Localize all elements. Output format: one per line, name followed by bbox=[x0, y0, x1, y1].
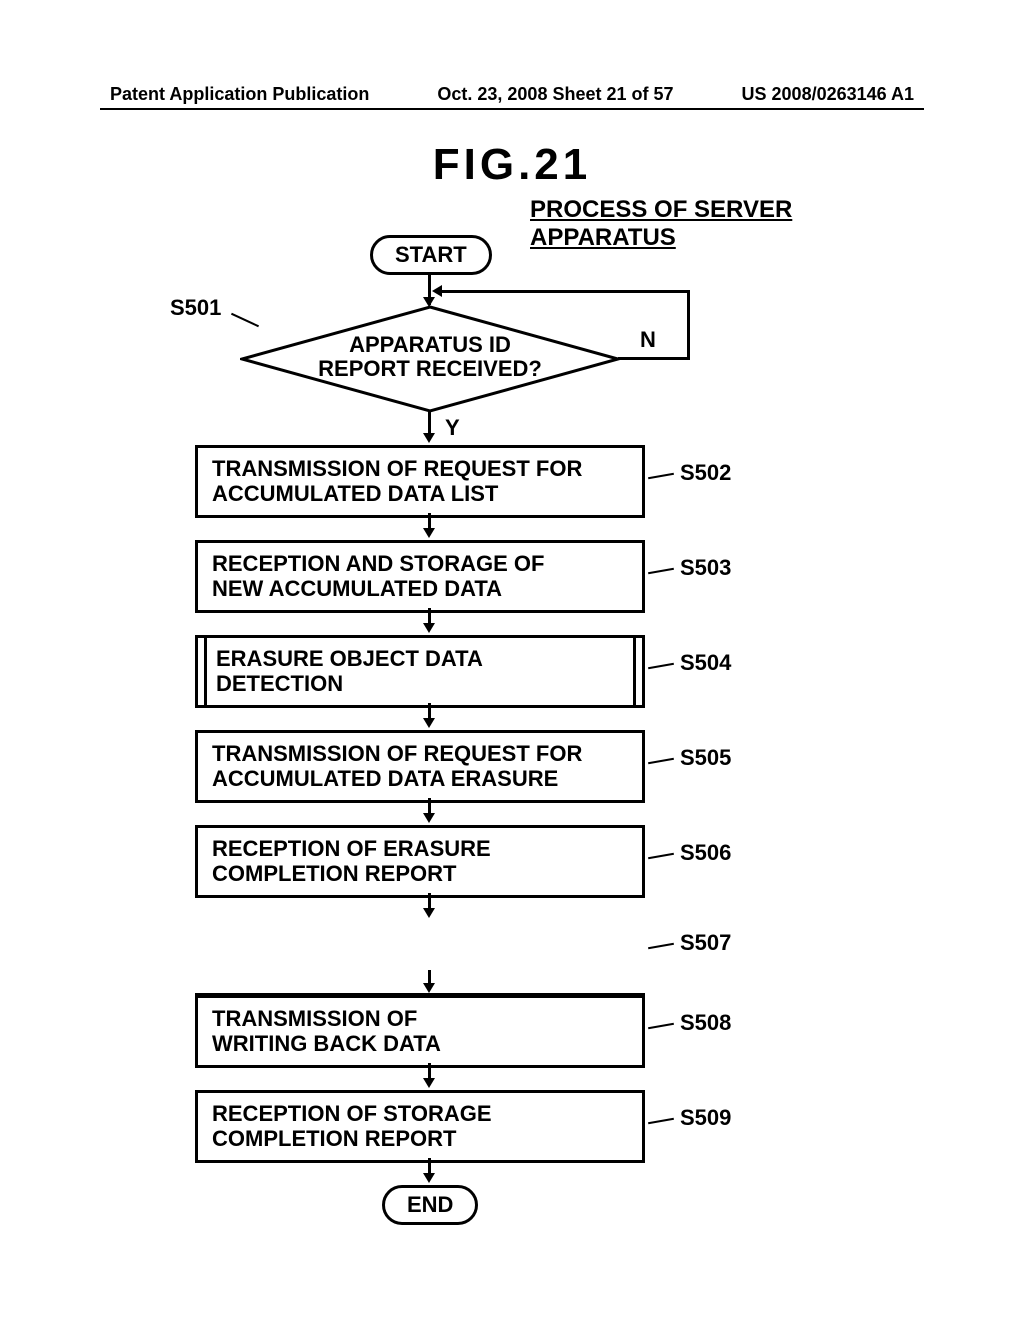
header-center: Oct. 23, 2008 Sheet 21 of 57 bbox=[437, 84, 673, 105]
process-s505: TRANSMISSION OF REQUEST FOR ACCUMULATED … bbox=[195, 730, 645, 803]
leader bbox=[648, 1023, 674, 1029]
process-s508: TRANSMISSION OF WRITING BACK DATA bbox=[195, 995, 645, 1068]
leader bbox=[648, 663, 674, 669]
step-label-s508: S508 bbox=[680, 1010, 731, 1036]
s506-line1: RECEPTION OF ERASURE bbox=[212, 836, 491, 861]
no-label: N bbox=[640, 327, 656, 353]
s505-line2: ACCUMULATED DATA ERASURE bbox=[212, 766, 558, 791]
start-node: START bbox=[370, 235, 492, 275]
subtitle-line1: PROCESS OF SERVER bbox=[530, 196, 792, 223]
s502-line2: ACCUMULATED DATA LIST bbox=[212, 481, 498, 506]
s509-line2: COMPLETION REPORT bbox=[212, 1126, 456, 1151]
step-label-s506: S506 bbox=[680, 840, 731, 866]
figure-title: FIG.21 bbox=[0, 140, 1024, 190]
step-label-s509: S509 bbox=[680, 1105, 731, 1131]
end-node: END bbox=[382, 1185, 478, 1225]
end-label: END bbox=[407, 1192, 453, 1217]
step-label-s504: S504 bbox=[680, 650, 731, 676]
flowchart: START APPARATUS ID REPORT RECEIVED? S501… bbox=[170, 235, 870, 363]
decision-line1: APPARATUS ID bbox=[349, 332, 511, 357]
leader bbox=[648, 758, 674, 764]
s503-line2: NEW ACCUMULATED DATA bbox=[212, 576, 502, 601]
leader bbox=[648, 1118, 674, 1124]
page-header: Patent Application Publication Oct. 23, … bbox=[0, 84, 1024, 105]
s508-line2: WRITING BACK DATA bbox=[212, 1031, 441, 1056]
s504-line1: ERASURE OBJECT DATA bbox=[216, 646, 483, 671]
process-s506: RECEPTION OF ERASURE COMPLETION REPORT bbox=[195, 825, 645, 898]
leader bbox=[648, 568, 674, 574]
s502-line1: TRANSMISSION OF REQUEST FOR bbox=[212, 456, 582, 481]
s509-line1: RECEPTION OF STORAGE bbox=[212, 1101, 492, 1126]
decision-node: APPARATUS ID REPORT RECEIVED? bbox=[240, 305, 620, 413]
step-label-s502: S502 bbox=[680, 460, 731, 486]
connector bbox=[440, 290, 690, 293]
step-label-s503: S503 bbox=[680, 555, 731, 581]
header-right: US 2008/0263146 A1 bbox=[742, 84, 914, 105]
connector bbox=[687, 290, 690, 360]
s506-line2: COMPLETION REPORT bbox=[212, 861, 456, 886]
s504-line2: DETECTION bbox=[216, 671, 343, 696]
s503-line1: RECEPTION AND STORAGE OF bbox=[212, 551, 544, 576]
decision-text: APPARATUS ID REPORT RECEIVED? bbox=[240, 333, 620, 381]
arrowhead bbox=[423, 528, 435, 538]
subprocess-s504: ERASURE OBJECT DATA DETECTION bbox=[195, 635, 645, 708]
arrowhead bbox=[423, 718, 435, 728]
arrowhead bbox=[423, 1173, 435, 1183]
step-label-s501: S501 bbox=[170, 295, 221, 321]
arrowhead bbox=[423, 623, 435, 633]
arrowhead bbox=[423, 983, 435, 993]
header-rule bbox=[100, 108, 924, 110]
step-label-s507: S507 bbox=[680, 930, 731, 956]
arrowhead bbox=[423, 908, 435, 918]
yes-label: Y bbox=[445, 415, 460, 441]
s505-line1: TRANSMISSION OF REQUEST FOR bbox=[212, 741, 582, 766]
start-label: START bbox=[395, 242, 467, 267]
decision-line2: REPORT RECEIVED? bbox=[318, 356, 542, 381]
leader bbox=[648, 853, 674, 859]
connector bbox=[428, 411, 431, 435]
leader bbox=[648, 473, 674, 479]
connector bbox=[618, 357, 690, 360]
header-left: Patent Application Publication bbox=[110, 84, 369, 105]
arrowhead bbox=[423, 1078, 435, 1088]
step-label-s505: S505 bbox=[680, 745, 731, 771]
arrowhead bbox=[423, 813, 435, 823]
process-s509: RECEPTION OF STORAGE COMPLETION REPORT bbox=[195, 1090, 645, 1163]
process-s502: TRANSMISSION OF REQUEST FOR ACCUMULATED … bbox=[195, 445, 645, 518]
process-s503: RECEPTION AND STORAGE OF NEW ACCUMULATED… bbox=[195, 540, 645, 613]
arrowhead bbox=[423, 433, 435, 443]
s508-line1: TRANSMISSION OF bbox=[212, 1006, 417, 1031]
leader bbox=[648, 943, 674, 949]
